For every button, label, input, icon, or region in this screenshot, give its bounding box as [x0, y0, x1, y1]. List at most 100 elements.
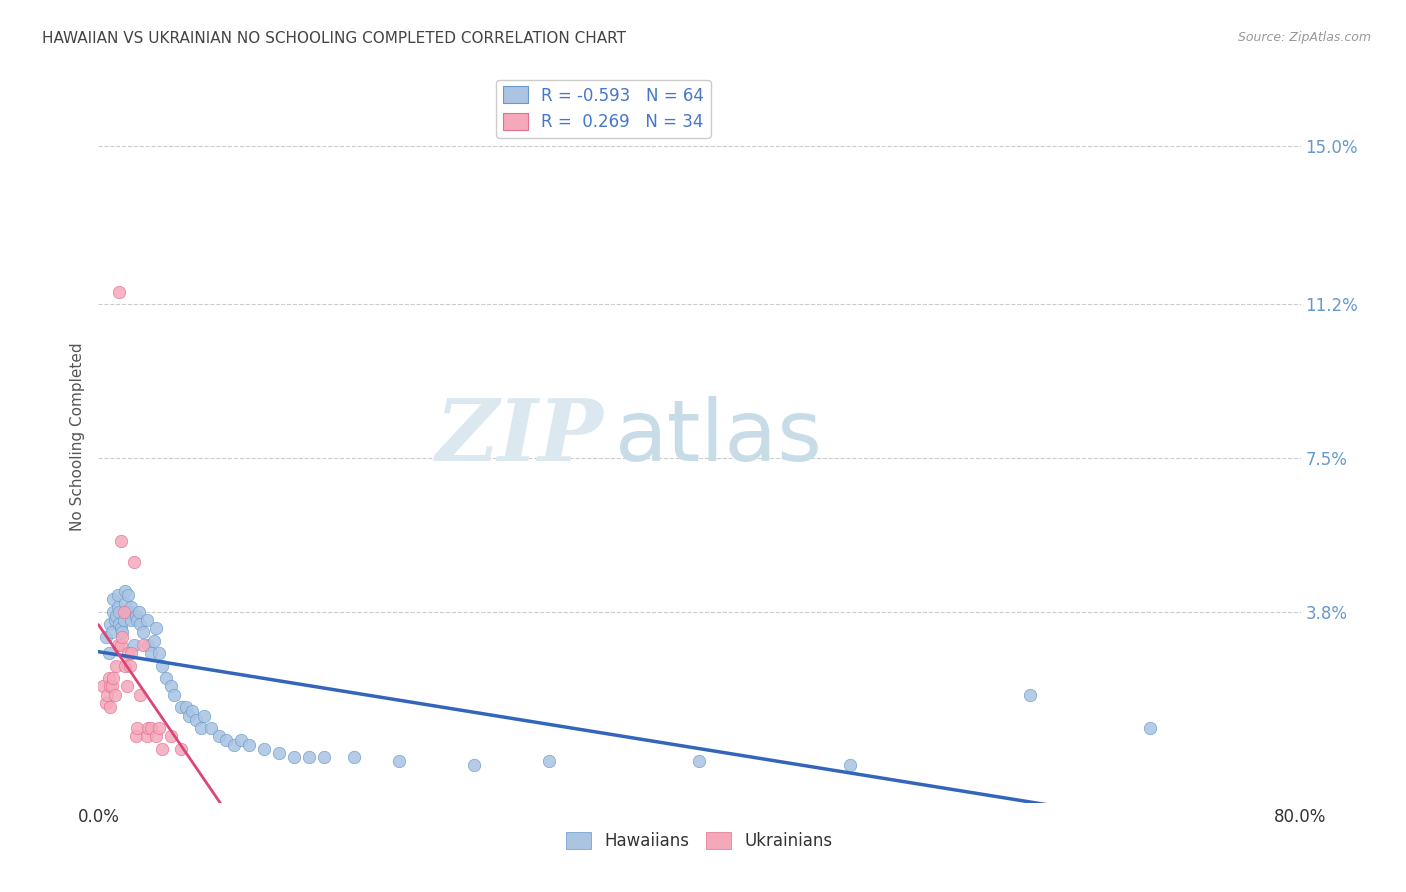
Point — [97, 671, 120, 685]
Point — [215, 733, 238, 747]
Point — [132, 638, 155, 652]
Point — [283, 750, 305, 764]
Point — [150, 658, 173, 673]
Y-axis label: No Schooling Completed: No Schooling Completed — [70, 343, 86, 532]
Point — [117, 588, 139, 602]
Point — [103, 592, 125, 607]
Point — [117, 646, 139, 660]
Point — [101, 625, 124, 640]
Point — [114, 596, 136, 610]
Point — [148, 721, 170, 735]
Point — [121, 613, 143, 627]
Point — [107, 638, 129, 652]
Text: atlas: atlas — [616, 395, 824, 479]
Point — [155, 671, 177, 685]
Point — [689, 754, 711, 768]
Point — [170, 741, 193, 756]
Point — [124, 638, 146, 652]
Point — [267, 746, 290, 760]
Point — [94, 696, 117, 710]
Point — [112, 605, 135, 619]
Point — [135, 729, 157, 743]
Point — [110, 533, 132, 548]
Point — [100, 617, 122, 632]
Point — [91, 680, 114, 694]
Point — [105, 608, 128, 623]
Point — [107, 600, 129, 615]
Point — [139, 721, 162, 735]
Point — [121, 600, 143, 615]
Point — [118, 658, 141, 673]
Point — [135, 613, 157, 627]
Point — [111, 630, 134, 644]
Point — [139, 646, 162, 660]
Point — [200, 721, 222, 735]
Point — [538, 754, 561, 768]
Point — [127, 721, 149, 735]
Point — [103, 605, 125, 619]
Point — [343, 750, 366, 764]
Point — [136, 721, 159, 735]
Point — [127, 613, 149, 627]
Point — [143, 633, 166, 648]
Point — [105, 658, 128, 673]
Point — [145, 621, 167, 635]
Point — [108, 285, 131, 299]
Text: Source: ZipAtlas.com: Source: ZipAtlas.com — [1237, 31, 1371, 45]
Point — [1139, 721, 1161, 735]
Text: ZIP: ZIP — [436, 395, 603, 479]
Point — [125, 608, 148, 623]
Point — [132, 625, 155, 640]
Point — [208, 729, 231, 743]
Point — [108, 605, 131, 619]
Text: HAWAIIAN VS UKRAINIAN NO SCHOOLING COMPLETED CORRELATION CHART: HAWAIIAN VS UKRAINIAN NO SCHOOLING COMPL… — [42, 31, 626, 46]
Point — [104, 613, 127, 627]
Point — [312, 750, 335, 764]
Point — [145, 729, 167, 743]
Point — [1019, 688, 1042, 702]
Point — [148, 646, 170, 660]
Point — [159, 680, 181, 694]
Point — [96, 688, 118, 702]
Legend: Hawaiians, Ukrainians: Hawaiians, Ukrainians — [560, 825, 839, 856]
Point — [97, 646, 120, 660]
Point — [121, 646, 143, 660]
Point — [115, 680, 138, 694]
Point — [125, 729, 148, 743]
Point — [108, 617, 131, 632]
Point — [193, 708, 215, 723]
Point — [104, 688, 127, 702]
Point — [298, 750, 321, 764]
Point — [110, 621, 132, 635]
Point — [190, 721, 212, 735]
Point — [136, 638, 159, 652]
Point — [222, 738, 245, 752]
Point — [463, 758, 485, 772]
Point — [103, 671, 125, 685]
Point — [159, 729, 181, 743]
Point — [162, 688, 184, 702]
Point — [129, 617, 152, 632]
Point — [114, 658, 136, 673]
Point — [124, 555, 146, 569]
Point — [170, 700, 193, 714]
Point — [110, 638, 132, 652]
Point — [177, 708, 200, 723]
Point — [100, 680, 122, 694]
Point — [180, 705, 202, 719]
Point — [238, 738, 260, 752]
Point — [253, 741, 276, 756]
Point — [114, 583, 136, 598]
Point — [107, 588, 129, 602]
Point — [388, 754, 411, 768]
Point — [111, 625, 134, 640]
Point — [118, 605, 141, 619]
Point — [94, 630, 117, 644]
Point — [112, 613, 135, 627]
Point — [100, 700, 122, 714]
Point — [838, 758, 860, 772]
Point — [150, 741, 173, 756]
Point — [231, 733, 253, 747]
Point — [184, 713, 207, 727]
Point — [128, 605, 150, 619]
